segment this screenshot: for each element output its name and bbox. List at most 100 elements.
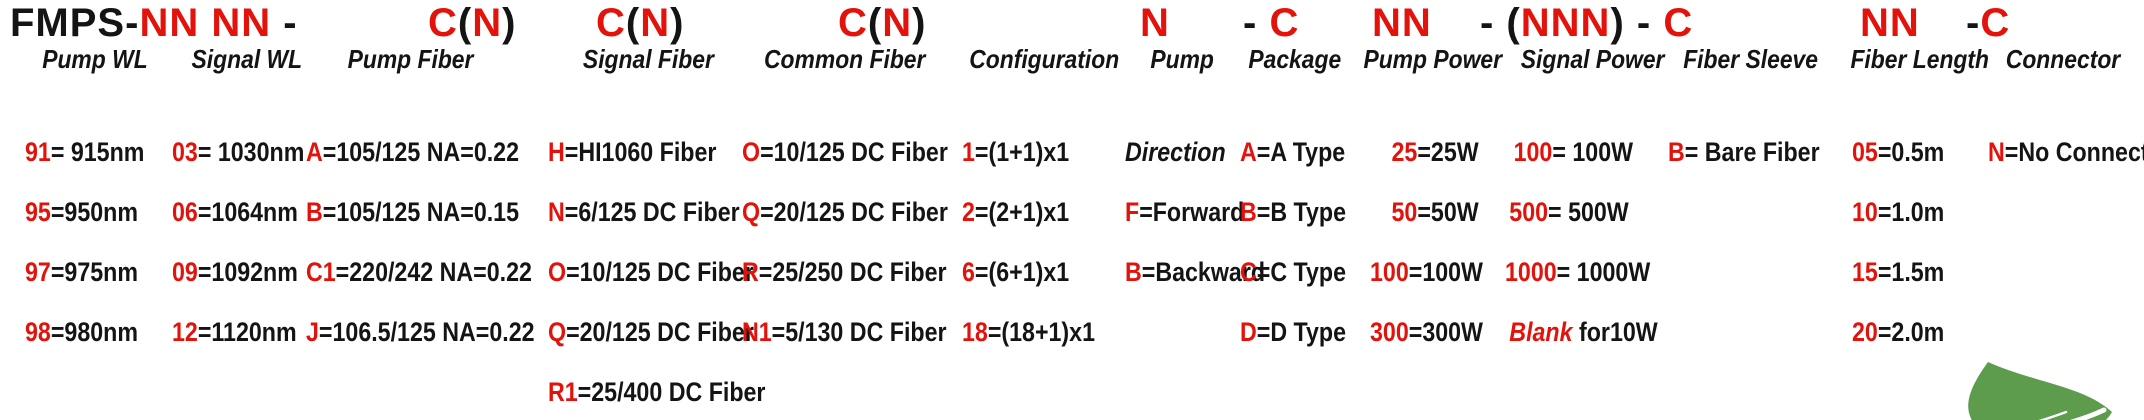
code-text: 06 xyxy=(172,197,198,227)
decoder-column-pump-fiber: Pump Fiber A=105/125 NA=0.22 B=105/125 NA=… xyxy=(306,42,535,362)
code-text: = 1030nm xyxy=(197,137,305,167)
code-text: 6 xyxy=(962,257,975,287)
code-text: =980nm xyxy=(50,317,138,347)
decoder-column-common-fiber: Common Fiber O=10/125 DC Fiber Q=20/125 DC… xyxy=(742,42,948,362)
decoder-column-connector: Connector N=No Connector xyxy=(1988,42,2144,182)
code-text: A xyxy=(306,137,323,167)
column-label-pump-fiber: Pump Fiber xyxy=(348,44,474,74)
code-text: =50W xyxy=(1417,197,1479,227)
option-item: 2=(2+1)x1 xyxy=(962,182,1104,242)
code-text: =C Type xyxy=(1256,257,1347,287)
option-item: 15=1.5m xyxy=(1852,242,1968,302)
column-options-configuration: 1=(1+1)x1 2=(2+1)x1 6=(6+1)x1 18=(18+1)x1 xyxy=(962,122,1127,362)
option-item: F=Forward xyxy=(1125,182,1244,242)
code-text: D xyxy=(1240,317,1257,347)
code-text: =105/125 NA=0.22 xyxy=(322,137,520,167)
code-text: =10/125 DC Fiber xyxy=(760,137,948,167)
column-label-pump-wl: Pump WL xyxy=(42,44,148,74)
code-text: ( xyxy=(457,1,473,45)
code-text: =20/125 DC Fiber xyxy=(760,197,948,227)
code-text: 97 xyxy=(25,257,51,287)
part-code-segment: - (NNN) - C xyxy=(1480,0,1693,46)
code-text: 03 xyxy=(172,137,198,167)
code-text: =10/125 DC Fiber xyxy=(566,257,754,287)
code-text: NN xyxy=(211,1,272,45)
code-text: = 100W xyxy=(1552,137,1634,167)
code-text: =975nm xyxy=(50,257,138,287)
code-text: = 915nm xyxy=(50,137,145,167)
option-item: A=A Type xyxy=(1240,122,1345,182)
code-text: O xyxy=(742,137,761,167)
code-text: B xyxy=(1125,257,1142,287)
code-text: C1 xyxy=(306,257,336,287)
option-item: 50=50W xyxy=(1370,182,1479,242)
code-text: Blank xyxy=(1509,317,1573,347)
code-text: =HI1060 Fiber xyxy=(564,137,717,167)
option-item: H=HI1060 Fiber xyxy=(548,122,720,182)
option-item: D=D Type xyxy=(1240,302,1346,362)
decoder-column-signal-fiber: Signal Fiber H=HI1060 Fiber N=6/125 DC Fib… xyxy=(548,42,765,420)
option-item: Blank for10W xyxy=(1505,302,1657,362)
code-text: ) xyxy=(912,1,927,45)
code-text: 12 xyxy=(172,317,198,347)
option-item: 06=1064nm xyxy=(172,182,301,242)
code-text: NN xyxy=(1860,1,1920,45)
column-label-signal-power: Signal Power xyxy=(1520,44,1665,74)
column-options-connector: N=No Connector xyxy=(1988,122,2144,182)
column-label-configuration: Configuration xyxy=(969,44,1120,74)
code-text: ) xyxy=(502,1,517,45)
column-label-fiber-length: Fiber Length xyxy=(1850,44,1989,74)
code-text: =1120nm xyxy=(197,317,297,347)
part-code-segment: NN xyxy=(1372,0,1432,46)
option-item: 18=(18+1)x1 xyxy=(962,302,1104,362)
code-text: N xyxy=(548,197,565,227)
column-label-signal-fiber: Signal Fiber xyxy=(582,44,714,74)
column-options-pump-fiber: A=105/125 NA=0.22 B=105/125 NA=0.15 C1=220… xyxy=(306,122,535,362)
code-text: B xyxy=(1240,197,1257,227)
column-options-signal-power: 100= 100W 500= 500W 1000= 1000W Blank for10… xyxy=(1505,122,1680,362)
option-item: 25=25W xyxy=(1370,122,1479,182)
code-text: =950nm xyxy=(50,197,138,227)
column-options-signal-wl: 03= 1030nm 06=1064nm 09=1092nm 12=1120nm xyxy=(172,122,322,362)
code-text: =20/125 DC Fiber xyxy=(566,317,754,347)
code-text: =(18+1)x1 xyxy=(987,317,1096,347)
decoder-column-configuration: Configuration 1=(1+1)x1 2=(2+1)x1 6=(6+1)x1… xyxy=(962,42,1127,362)
code-text: =0.5m xyxy=(1877,137,1945,167)
code-text: R xyxy=(742,257,759,287)
code-text: 100 xyxy=(1370,257,1409,287)
column-options-fiber-sleeve: B= Bare Fiber xyxy=(1668,122,1833,182)
code-text: = 500W xyxy=(1548,197,1629,227)
code-text: C xyxy=(1269,1,1300,45)
code-text: = Bare Fiber xyxy=(1684,137,1820,167)
code-text: N xyxy=(472,1,503,45)
column-options-signal-fiber: H=HI1060 Fiber N=6/125 DC Fiber O=10/125 D… xyxy=(548,122,765,420)
column-options-package: A=A Type B=B Type C=C Type D=D Type xyxy=(1240,122,1350,362)
code-text: 91 xyxy=(25,137,51,167)
part-code-segment: C(N) xyxy=(428,0,516,46)
code-text: =(6+1)x1 xyxy=(974,257,1070,287)
code-text: N1 xyxy=(742,317,772,347)
column-options-pump-power: 25=25W 50=50W 100=100W 300=300W xyxy=(1370,122,1495,362)
code-text: 10 xyxy=(1852,197,1878,227)
option-item: 300=300W xyxy=(1370,302,1483,362)
option-item: 10=1.0m xyxy=(1852,182,1968,242)
code-text: B xyxy=(306,197,323,227)
option-item: 100= 100W xyxy=(1505,122,1656,182)
option-item: B=105/125 NA=0.15 xyxy=(306,182,519,242)
code-text: J xyxy=(306,317,319,347)
code-text: NNN xyxy=(1520,1,1611,45)
code-text: 2 xyxy=(962,197,975,227)
code-text: - xyxy=(1243,1,1270,45)
code-text: =Forward xyxy=(1139,197,1245,227)
option-item: 03= 1030nm xyxy=(172,122,304,182)
decoder-column-pump-wl: Pump WL 91= 915nm 95=950nm 97=975nm 98=980nm xyxy=(25,42,165,362)
code-text: ( xyxy=(625,1,641,45)
option-item: A=105/125 NA=0.22 xyxy=(306,122,519,182)
code-text: =105/125 NA=0.15 xyxy=(322,197,520,227)
part-code-segment: FMPS-NN NN - xyxy=(10,0,298,46)
option-item: 05=0.5m xyxy=(1852,122,1968,182)
code-text: - xyxy=(271,1,298,45)
code-text: 15 xyxy=(1852,257,1878,287)
column-options-pump-wl: 91= 915nm 95=950nm 97=975nm 98=980nm xyxy=(25,122,165,362)
decoder-column-fiber-sleeve: Fiber Sleeve B= Bare Fiber xyxy=(1668,42,1833,182)
